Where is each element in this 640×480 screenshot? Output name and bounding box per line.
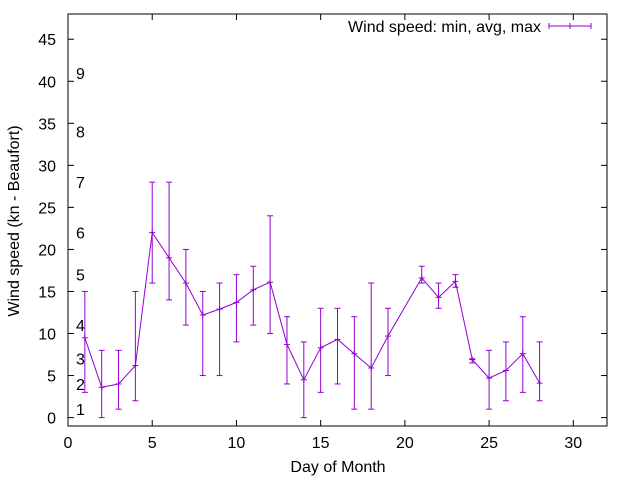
series-layer [81, 181, 543, 419]
y-tick-label: 5 [47, 369, 56, 386]
data-point [300, 376, 307, 383]
beaufort-label: 4 [76, 318, 85, 335]
beaufort-label: 8 [76, 125, 85, 142]
beaufort-label: 1 [76, 402, 85, 419]
data-point [385, 333, 392, 340]
series-line [84, 231, 541, 388]
y-axis-title: Wind speed (kn - Beaufort) [6, 125, 23, 316]
data-point [334, 336, 341, 343]
x-axis-title: Day of Month [290, 459, 385, 476]
data-point [469, 356, 476, 363]
y-tick-label: 35 [38, 116, 56, 133]
y-tick-label: 0 [47, 411, 56, 428]
x-tick-label: 0 [64, 435, 73, 452]
beaufort-label: 5 [76, 268, 85, 285]
y-tick-label: 10 [38, 327, 56, 344]
legend: Wind speed: min, avg, max [348, 19, 592, 36]
y-tick-label: 40 [38, 74, 56, 91]
beaufort-label: 9 [76, 66, 85, 83]
plot-frame-group [67, 13, 608, 427]
data-point [536, 380, 543, 387]
beaufort-label: 3 [76, 352, 85, 369]
data-point [98, 384, 105, 391]
data-point [199, 312, 206, 319]
x-tick-label: 10 [228, 435, 246, 452]
data-point [149, 229, 156, 236]
beaufort-label: 6 [76, 226, 85, 243]
x-tick-label: 25 [480, 435, 498, 452]
data-point [115, 380, 122, 387]
x-tick-label: 15 [312, 435, 330, 452]
data-point [250, 286, 257, 293]
data-point [418, 275, 425, 282]
data-point [502, 367, 509, 374]
y-tick-label: 45 [38, 32, 56, 49]
data-point [519, 350, 526, 357]
data-point [81, 334, 88, 341]
x-axis: 0 5 10 15 20 25 30 [64, 14, 582, 452]
series [81, 181, 543, 419]
y-tick-label: 15 [38, 284, 56, 301]
legend-label: Wind speed: min, avg, max [348, 19, 541, 36]
y-tick-label: 20 [38, 242, 56, 259]
data-point [368, 364, 375, 371]
data-point [267, 279, 274, 286]
data-point [216, 306, 223, 313]
data-point [452, 278, 459, 285]
x-tick-label: 30 [564, 435, 582, 452]
beaufort-scale: 1 2 3 4 5 6 7 8 9 [76, 66, 85, 419]
data-point [351, 350, 358, 357]
data-point [182, 280, 189, 287]
data-point [486, 375, 493, 382]
y-tick-label: 30 [38, 158, 56, 175]
x-tick-label: 20 [396, 435, 414, 452]
beaufort-label: 7 [76, 175, 85, 192]
data-point [435, 294, 442, 301]
data-point [132, 362, 139, 369]
data-point [283, 341, 290, 348]
x-tick-label: 5 [148, 435, 157, 452]
data-point [166, 254, 173, 261]
beaufort-label: 2 [76, 377, 85, 394]
data-point [233, 299, 240, 306]
data-point [317, 344, 324, 351]
y-tick-label: 25 [38, 200, 56, 217]
plot-frame [67, 13, 608, 427]
